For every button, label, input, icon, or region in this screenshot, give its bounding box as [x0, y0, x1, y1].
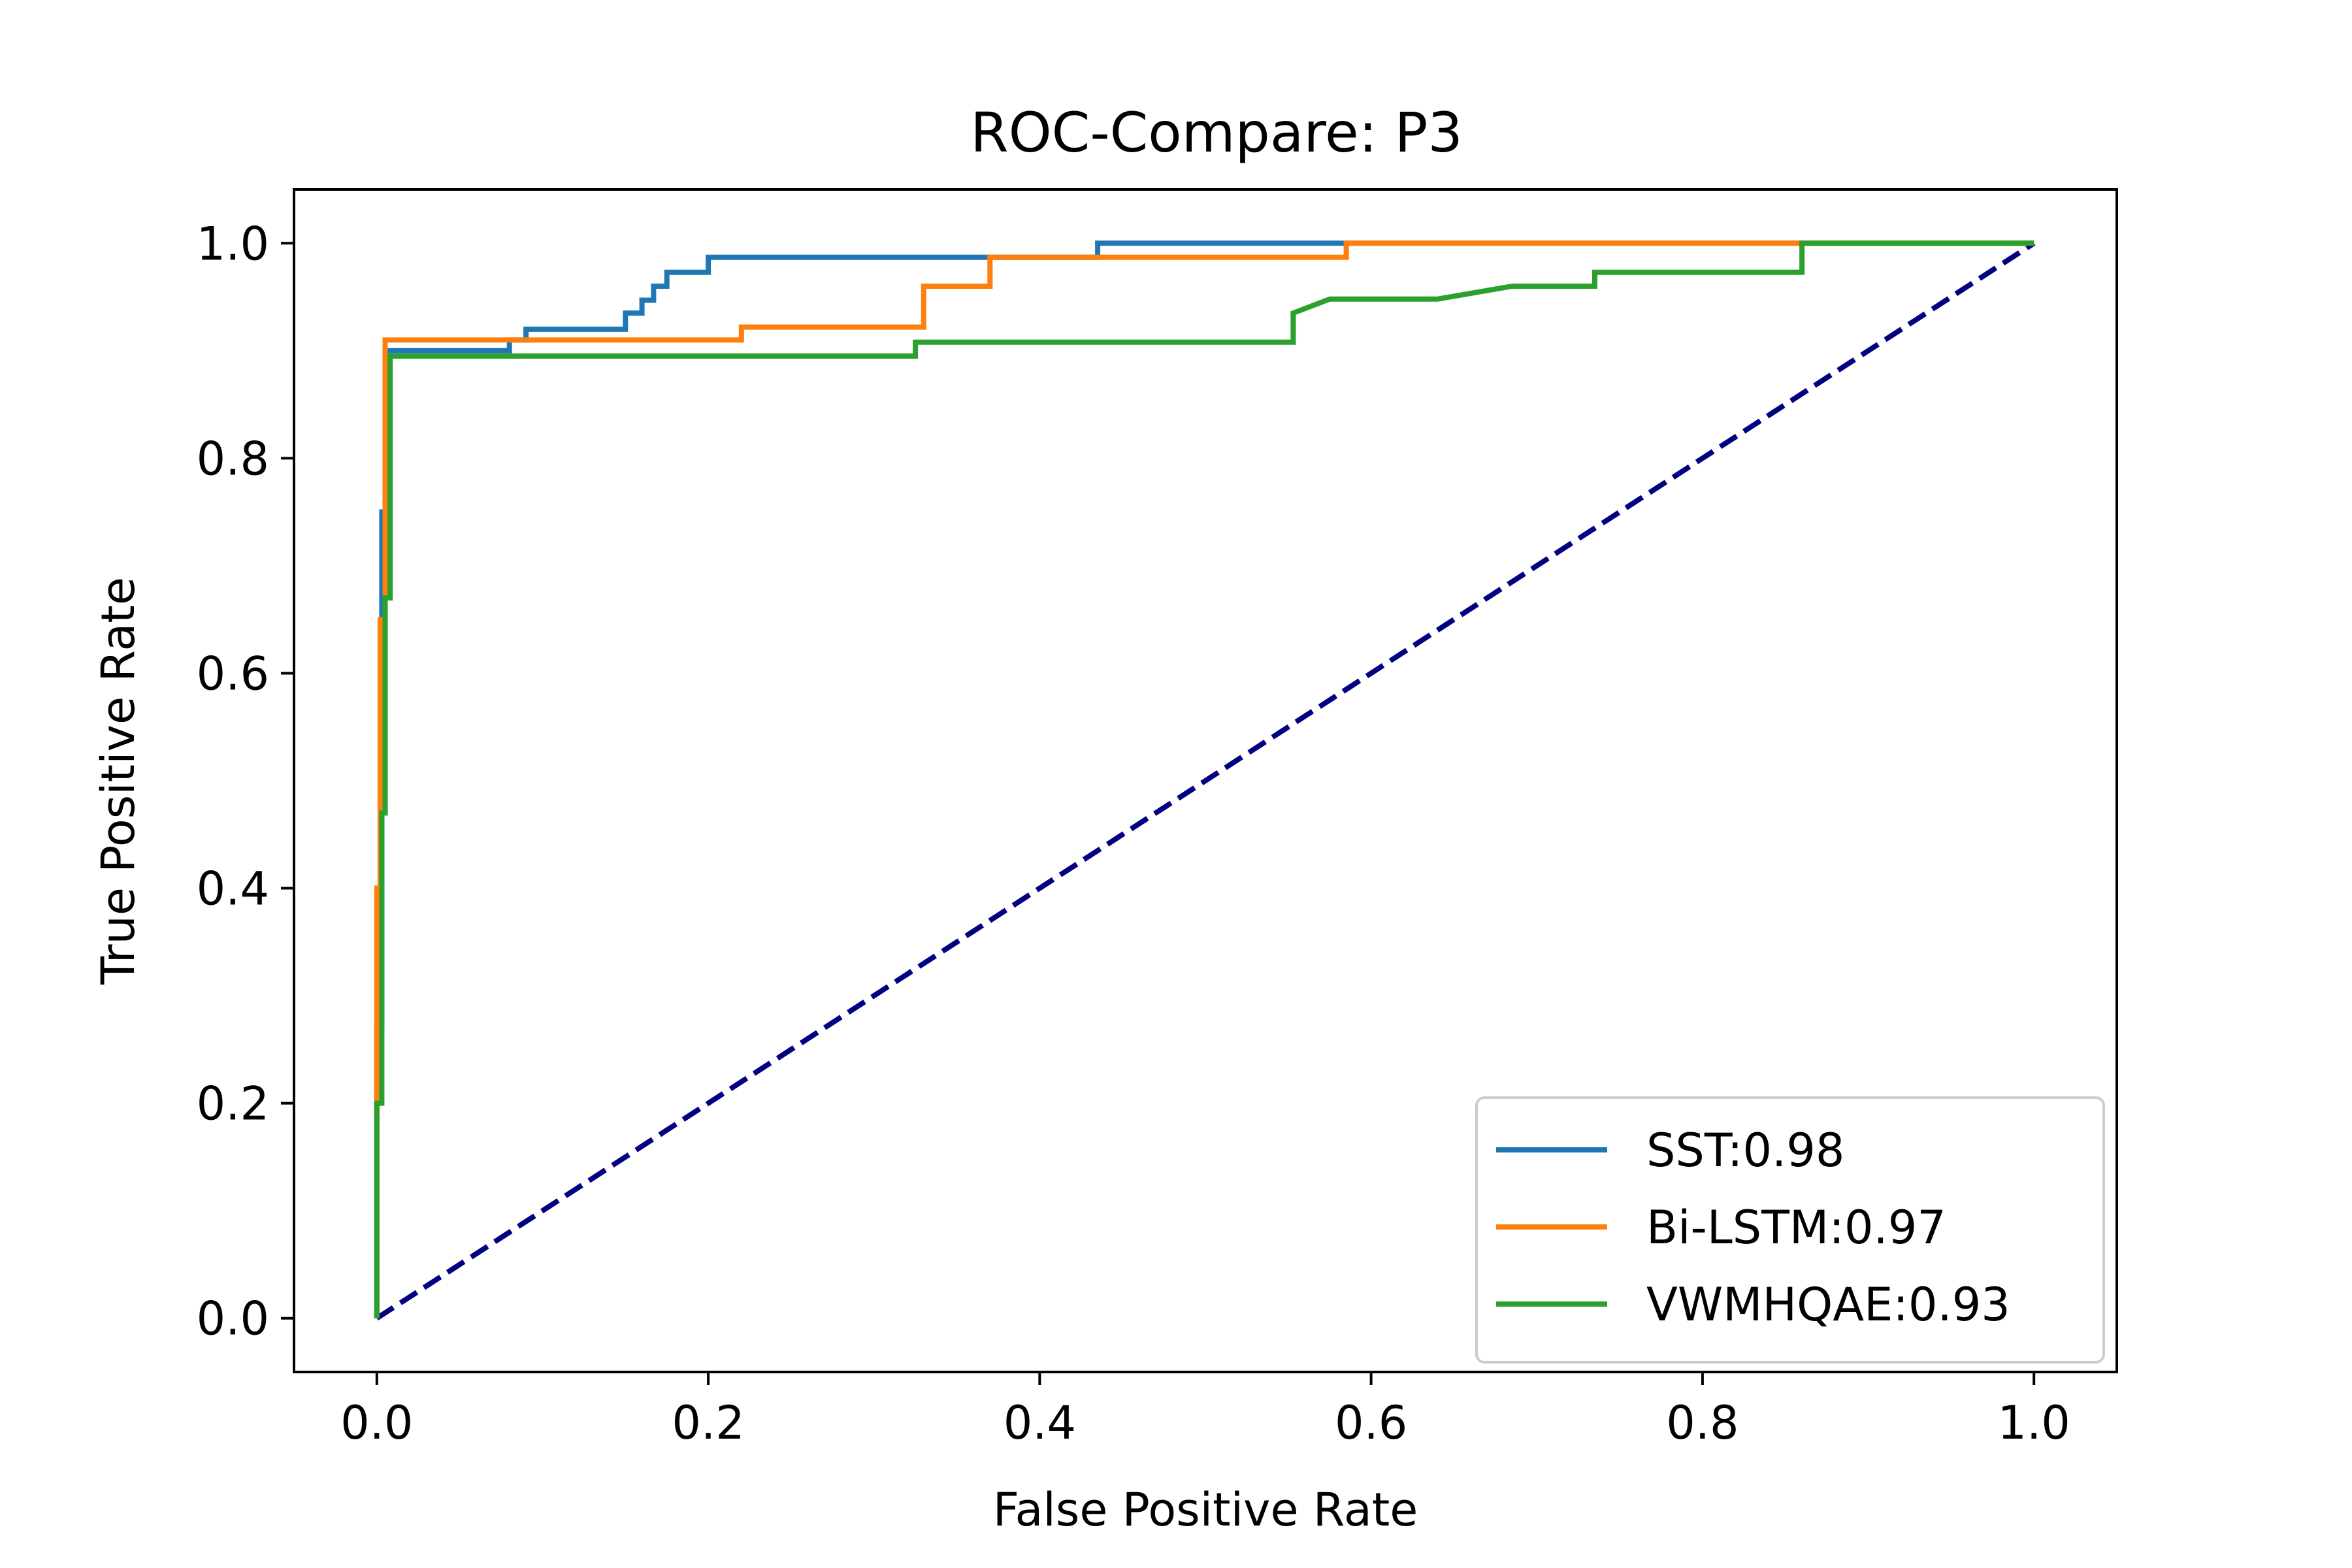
- legend-box: [1475, 1096, 2105, 1364]
- x-tick-label: 0.6: [1335, 1396, 1407, 1450]
- chart-title: ROC-Compare: P3: [970, 101, 1463, 165]
- x-tick-label: 0.4: [1004, 1396, 1076, 1450]
- legend-label: SST:0.98: [1646, 1124, 1844, 1177]
- y-axis: 0.0 0.2 0.4 0.6 0.8 1.0: [197, 217, 294, 1346]
- axes-frame: [293, 188, 2118, 1373]
- legend-label: VWMHQAE:0.93: [1646, 1278, 2010, 1331]
- x-tick-label: 0.0: [340, 1396, 413, 1450]
- y-axis-label: True Positive Rate: [91, 577, 145, 985]
- y-tick-label: 1.0: [197, 217, 269, 270]
- y-tick-label: 0.8: [197, 432, 269, 485]
- x-axis: 0.0 0.2 0.4 0.6 0.8 1.0: [340, 1372, 2070, 1450]
- y-tick-label: 0.4: [197, 862, 269, 916]
- x-tick-label: 0.8: [1666, 1396, 1739, 1450]
- legend-label: Bi-LSTM:0.97: [1646, 1201, 1946, 1254]
- series-line-2: [374, 240, 2034, 1318]
- legend: SST:0.98 Bi-LSTM:0.97 VWMHQAE:0.93: [1475, 1096, 2105, 1364]
- plot-area: [374, 240, 2036, 1321]
- y-tick-label: 0.0: [197, 1292, 269, 1346]
- x-tick-label: 1.0: [1998, 1396, 2070, 1450]
- y-tick-label: 0.6: [197, 647, 269, 700]
- series-lines: [374, 240, 2036, 1321]
- x-tick-label: 0.2: [672, 1396, 744, 1450]
- chance-diagonal-line: [375, 240, 2036, 1321]
- y-tick-label: 0.2: [197, 1077, 269, 1131]
- x-axis-label: False Positive Rate: [993, 1483, 1418, 1537]
- series-line-1: [374, 240, 2034, 1318]
